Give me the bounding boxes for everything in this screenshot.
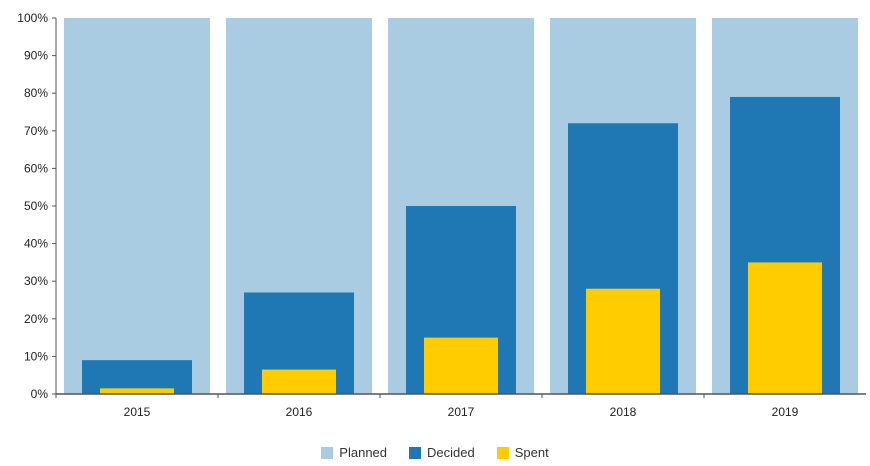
y-tick-label: 20% bbox=[24, 312, 48, 326]
y-tick-label: 60% bbox=[24, 161, 48, 175]
bar-spent-2019[interactable] bbox=[748, 262, 822, 394]
x-tick-label: 2016 bbox=[286, 405, 313, 419]
y-tick-label: 100% bbox=[17, 11, 48, 25]
x-tick-label: 2017 bbox=[448, 405, 475, 419]
legend-label-planned: Planned bbox=[339, 445, 388, 460]
legend-swatch-planned bbox=[321, 446, 334, 459]
legend-swatch-decided bbox=[409, 446, 422, 459]
x-axis: 2015 2016 2017 2018 2019 bbox=[55, 393, 866, 419]
y-tick-label: 70% bbox=[24, 124, 48, 138]
x-tick-label: 2018 bbox=[610, 405, 637, 419]
y-tick-label: 90% bbox=[24, 49, 48, 63]
bar-spent-2015[interactable] bbox=[100, 388, 174, 394]
y-tick-label: 50% bbox=[24, 199, 48, 213]
y-tick-label: 40% bbox=[24, 237, 48, 251]
y-tick-label: 30% bbox=[24, 274, 48, 288]
y-tick-label: 80% bbox=[24, 86, 48, 100]
x-tick-label: 2019 bbox=[772, 405, 799, 419]
legend-swatch-spent bbox=[496, 446, 509, 459]
bars bbox=[64, 18, 858, 395]
y-tick-label: 0% bbox=[31, 387, 49, 401]
bar-spent-2017[interactable] bbox=[424, 337, 498, 394]
bar-planned-2015[interactable] bbox=[64, 18, 210, 394]
legend-label-spent: Spent bbox=[514, 445, 549, 460]
y-tick-label: 10% bbox=[24, 349, 48, 363]
legend-item-spent[interactable]: Spent bbox=[496, 445, 549, 460]
y-axis: 0% 10% 20% 30% 40% 50% 60% 70% 80% 90% 100% bbox=[17, 11, 57, 401]
bar-spent-2018[interactable] bbox=[586, 288, 660, 394]
legend-item-planned[interactable]: Planned bbox=[321, 445, 387, 460]
legend-item-decided[interactable]: Decided bbox=[409, 445, 475, 460]
legend-label-decided: Decided bbox=[427, 445, 475, 460]
legend: Planned Decided Spent bbox=[0, 445, 870, 460]
x-tick-label: 2015 bbox=[124, 405, 151, 419]
bar-spent-2016[interactable] bbox=[262, 369, 336, 394]
